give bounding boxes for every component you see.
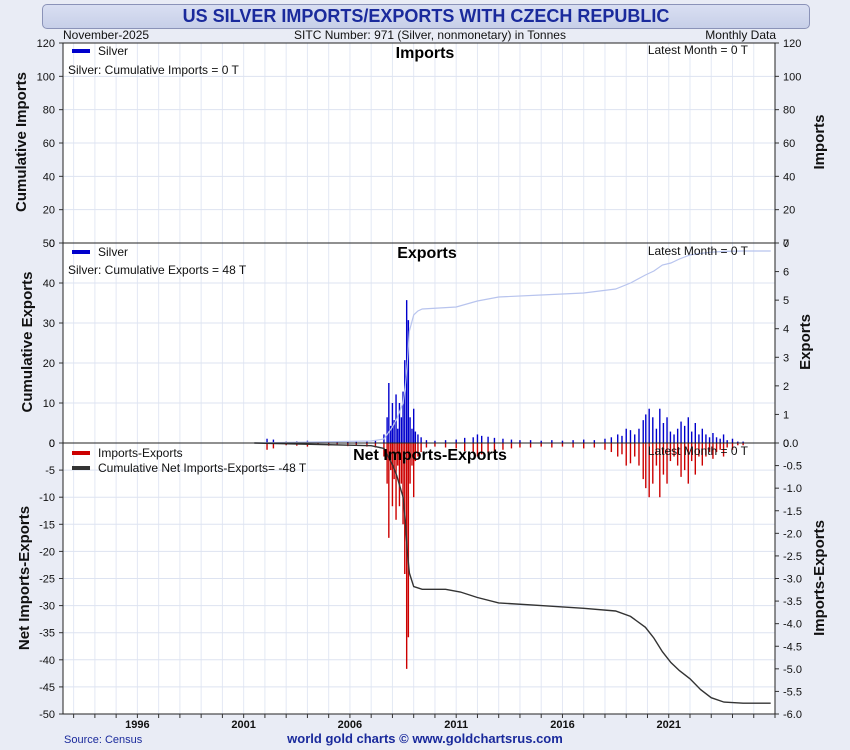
imports-left-ylabel: Cumulative Imports — [13, 72, 30, 212]
right-tick-label: -1.0 — [783, 483, 802, 495]
left-tick-label: 80 — [43, 105, 55, 117]
imports-panel-title: Imports — [396, 45, 455, 62]
right-tick-label: -4.5 — [783, 641, 802, 653]
imports-latest: Latest Month = 0 T — [648, 43, 749, 57]
net-legend-swatch — [72, 451, 90, 455]
right-tick-label: 60 — [783, 138, 795, 150]
imports-right-ylabel: Imports — [811, 114, 828, 169]
footer-credit: world gold charts © www.goldchartsrus.co… — [287, 731, 563, 746]
imports-annotation: Silver: Cumulative Imports = 0 T — [68, 63, 240, 77]
x-tick-label: 2001 — [231, 719, 255, 731]
left-tick-label: 0 — [49, 438, 55, 450]
right-tick-label: 0 — [783, 238, 789, 250]
left-tick-label: 20 — [43, 205, 55, 217]
panel-background-1 — [63, 243, 775, 443]
left-tick-label: -25 — [39, 574, 55, 586]
right-tick-label: 0.0 — [783, 438, 798, 450]
left-tick-label: 10 — [43, 398, 55, 410]
left-tick-label: 50 — [43, 238, 55, 250]
right-tick-label: 5 — [783, 295, 789, 307]
exports-legend-swatch — [72, 250, 90, 254]
left-tick-label: 60 — [43, 138, 55, 150]
left-tick-label: 100 — [37, 71, 55, 83]
x-tick-label: 2016 — [550, 719, 574, 731]
right-tick-label: 40 — [783, 171, 795, 183]
right-tick-label: 80 — [783, 105, 795, 117]
left-tick-label: -45 — [39, 682, 55, 694]
bars-layer — [266, 300, 744, 669]
header-frequency: Monthly Data — [705, 28, 776, 42]
exports-annotation: Silver: Cumulative Exports = 48 T — [68, 263, 247, 277]
left-tick-label: 40 — [43, 171, 55, 183]
right-tick-label: -1.5 — [783, 506, 802, 518]
cumulative-net-line — [254, 442, 771, 704]
left-tick-label: -15 — [39, 519, 55, 531]
x-tick-label: 1996 — [125, 719, 149, 731]
imports-legend-swatch — [72, 49, 90, 53]
left-tick-label: -40 — [39, 655, 55, 667]
right-tick-label: 3 — [783, 352, 789, 364]
left-tick-label: 40 — [43, 278, 55, 290]
left-tick-label: 0 — [49, 438, 55, 450]
right-tick-label: -3.5 — [783, 596, 802, 608]
exports-panel-title: Exports — [397, 245, 457, 262]
right-tick-label: -3.0 — [783, 574, 802, 586]
exports-left-ylabel: Cumulative Exports — [19, 272, 36, 413]
header-subtitle: SITC Number: 971 (Silver, nonmonetary) i… — [294, 28, 566, 42]
exports-latest: Latest Month = 0 T — [648, 244, 749, 258]
right-tick-label: 6 — [783, 267, 789, 279]
net-latest: Latest Month = 0 T — [648, 444, 749, 458]
left-tick-label: -20 — [39, 546, 55, 558]
net-cum-legend-swatch — [72, 466, 90, 470]
panel-border-2 — [62, 442, 776, 715]
right-tick-label: -2.0 — [783, 528, 802, 540]
net-panel-title: Net Imports-Exports — [353, 447, 507, 464]
left-tick-label: -30 — [39, 601, 55, 613]
x-tick-label: 2006 — [338, 719, 362, 731]
header-date: November-2025 — [63, 28, 149, 42]
chart-title-bar: US SILVER IMPORTS/EXPORTS WITH CZECH REP… — [42, 4, 810, 29]
chart-title: US SILVER IMPORTS/EXPORTS WITH CZECH REP… — [182, 6, 670, 26]
right-tick-label: 0 — [783, 438, 789, 450]
right-tick-label: -0.5 — [783, 461, 802, 473]
net-left-ylabel: Net Imports-Exports — [16, 506, 33, 650]
left-tick-label: -50 — [39, 709, 55, 721]
right-tick-label: -2.5 — [783, 551, 802, 563]
right-tick-label: 100 — [783, 71, 801, 83]
right-tick-label: -5.0 — [783, 664, 802, 676]
cumulative-exports-line — [254, 250, 771, 444]
net-cum-legend-label: Cumulative Net Imports-Exports= -48 T — [98, 461, 307, 475]
exports-legend-label: Silver — [98, 245, 128, 259]
x-tick-label: 2021 — [656, 719, 680, 731]
net-right-ylabel: Imports-Exports — [811, 520, 828, 636]
left-tick-label: 30 — [43, 318, 55, 330]
right-tick-label: 20 — [783, 205, 795, 217]
right-tick-label: -5.5 — [783, 686, 802, 698]
left-tick-label: -5 — [45, 465, 55, 477]
right-tick-label: 120 — [783, 38, 801, 50]
footer-source: Source: Census — [64, 734, 143, 746]
axes-layer: 0204060801001200204060801001200102030405… — [37, 38, 802, 731]
left-tick-label: -35 — [39, 628, 55, 640]
left-tick-label: 0 — [49, 238, 55, 250]
x-tick-label: 2011 — [444, 719, 468, 731]
right-tick-label: 7 — [783, 238, 789, 250]
right-tick-label: -4.0 — [783, 619, 802, 631]
left-tick-label: 120 — [37, 38, 55, 50]
right-tick-label: 2 — [783, 381, 789, 393]
right-tick-label: 1 — [783, 409, 789, 421]
left-tick-label: 20 — [43, 358, 55, 370]
grid-layer — [63, 42, 776, 715]
net-legend-label: Imports-Exports — [98, 446, 183, 460]
right-tick-label: 4 — [783, 324, 789, 336]
imports-legend-label: Silver — [98, 44, 128, 58]
exports-right-ylabel: Exports — [797, 314, 814, 370]
left-tick-label: -10 — [39, 492, 55, 504]
right-tick-label: -6.0 — [783, 709, 802, 721]
